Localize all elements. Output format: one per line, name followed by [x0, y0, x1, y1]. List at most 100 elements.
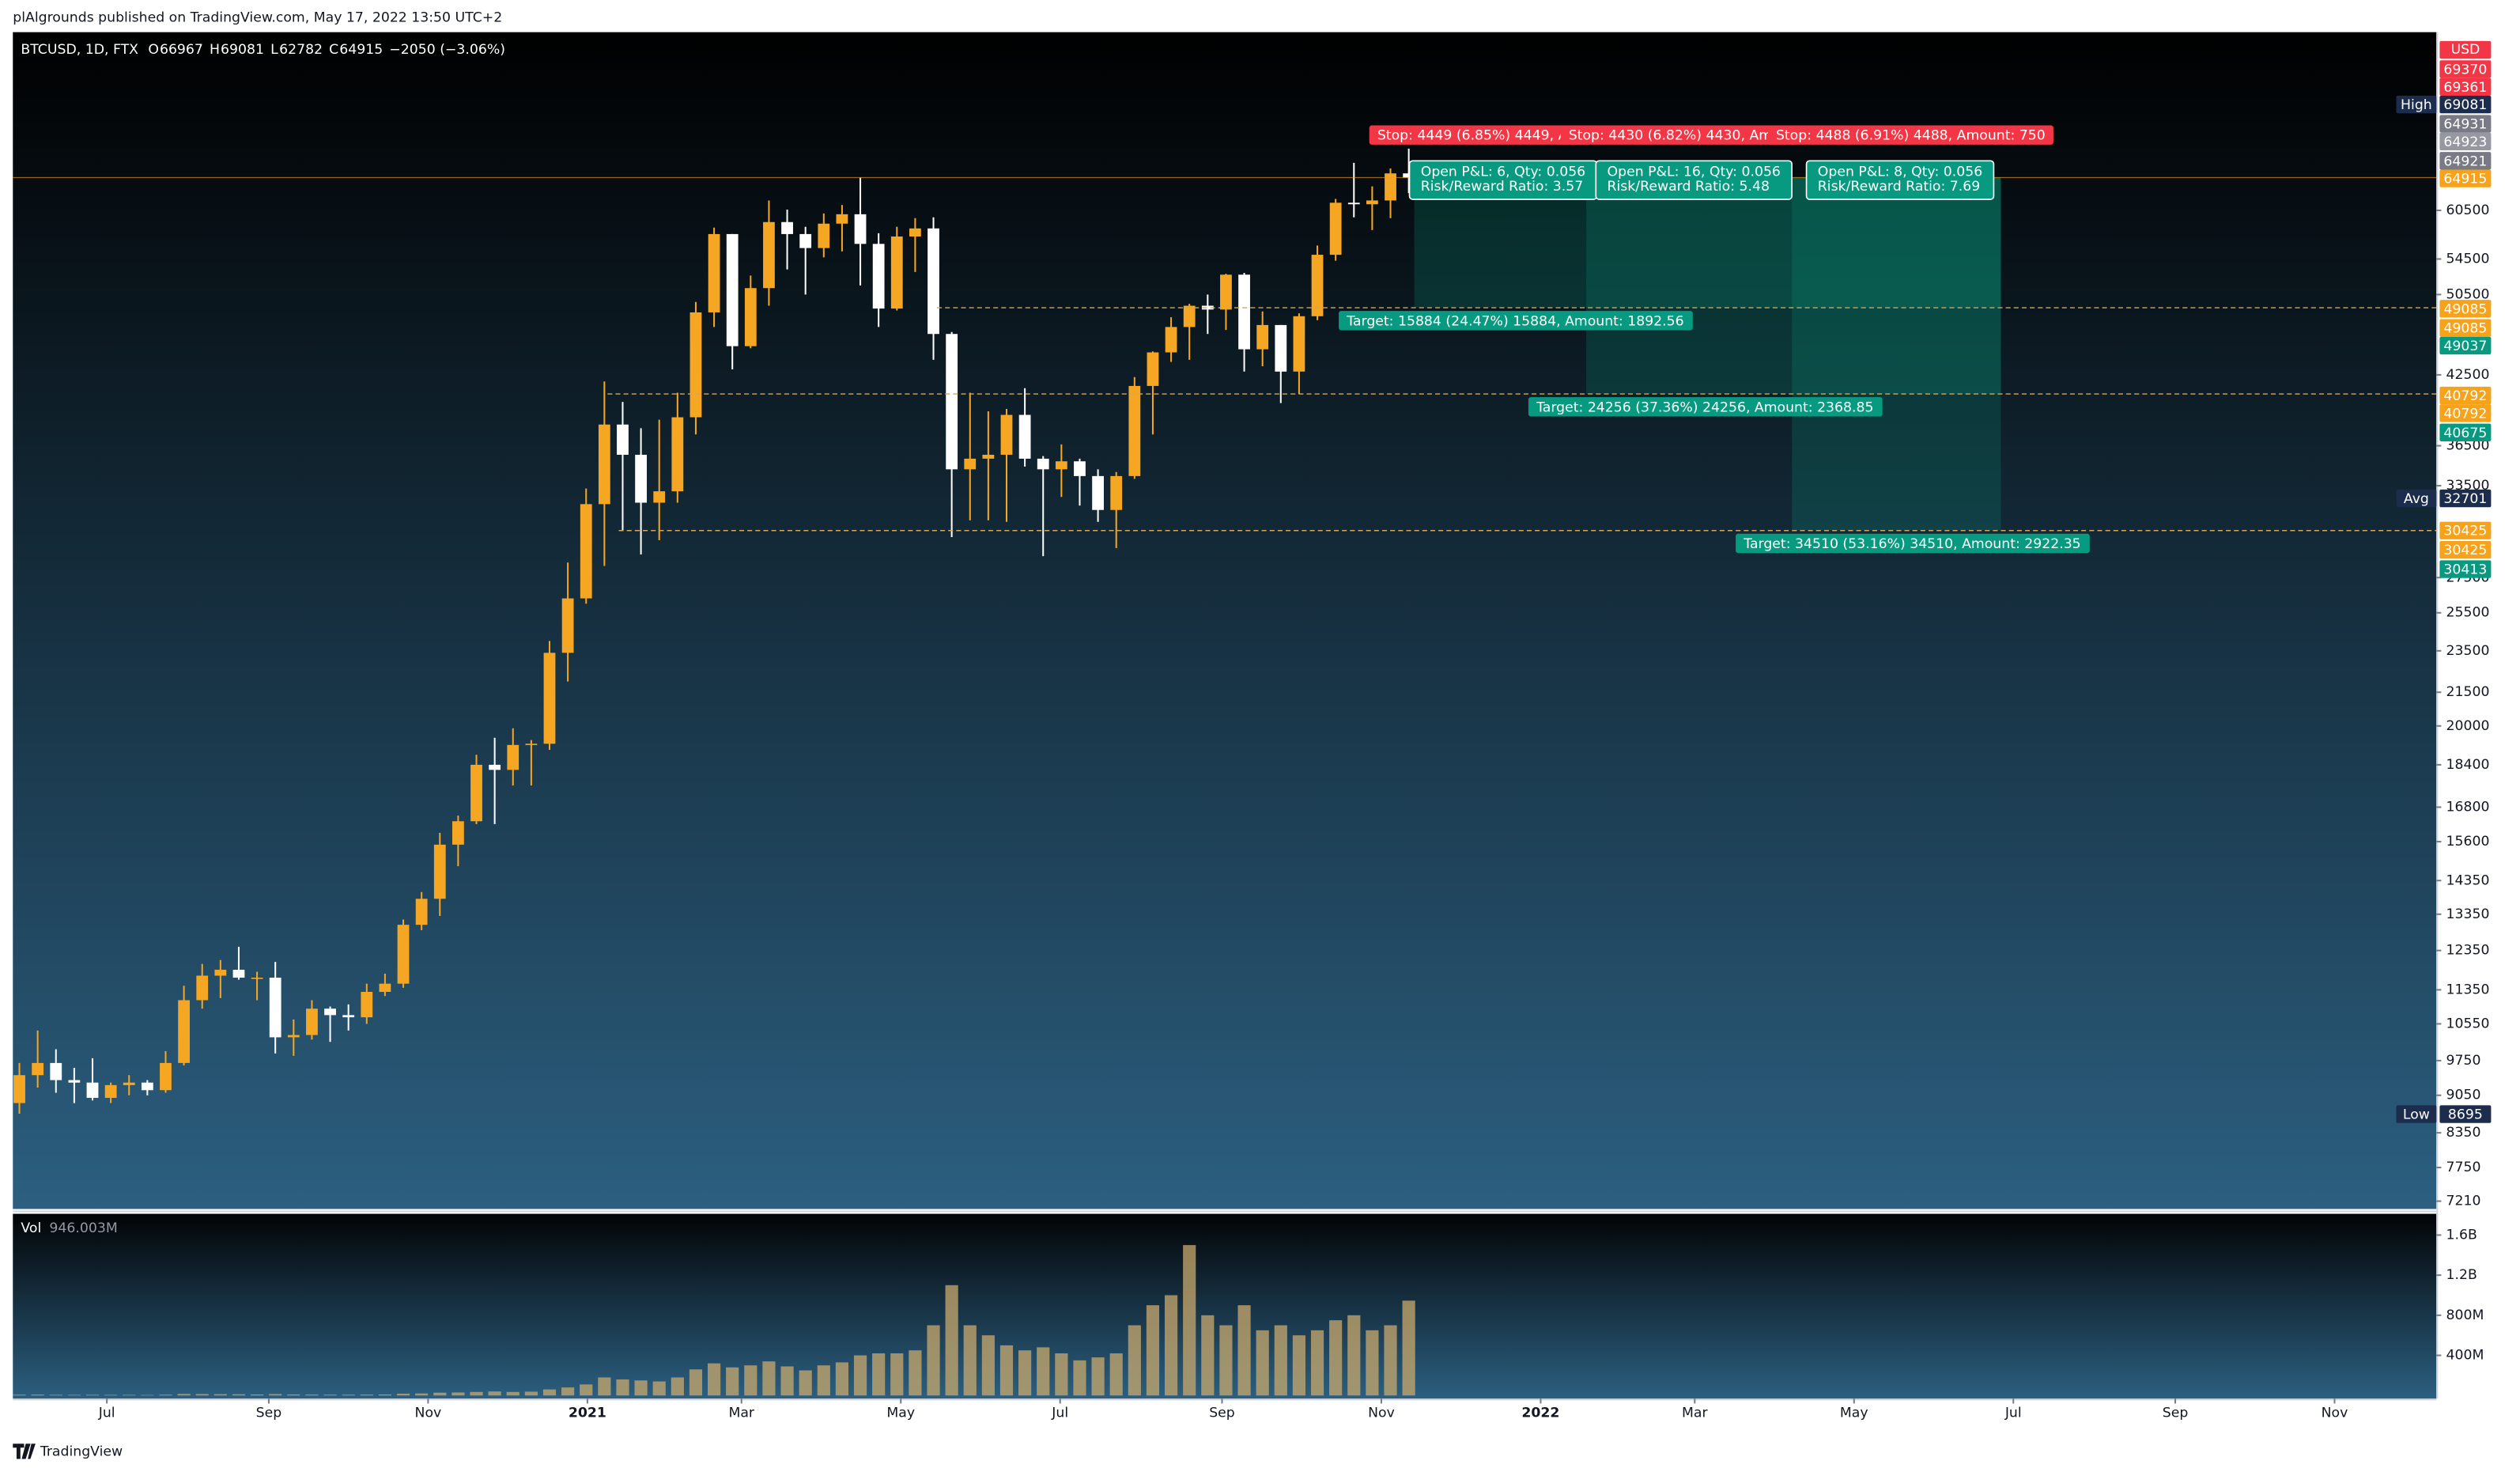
volume-bar: [1366, 1330, 1379, 1396]
stop-label-bg: [1369, 125, 1589, 145]
y-tick-label: 20000: [2446, 718, 2490, 734]
volume-bar: [999, 1345, 1014, 1396]
legend: BTCUSD, 1D, FTX Vol 946.003M O 66967 H 6908…: [21, 42, 505, 1236]
overlays: Stop: 4449 (6.85%) 4449, Am Open P&L: 6, …: [13, 125, 2437, 554]
price-badge: [2439, 540, 2492, 559]
y-tick-label: 36500: [2446, 438, 2490, 454]
x-tick-label: May: [1840, 1406, 1868, 1421]
volume-tick-label: 400M: [2446, 1348, 2484, 1364]
candle-body: [1220, 274, 1232, 310]
price-tag: [2396, 95, 2437, 114]
volume-bar: [488, 1391, 501, 1396]
volume-bar: [1183, 1245, 1196, 1396]
y-tick-label: 7210: [2446, 1194, 2481, 1209]
candle-body: [763, 221, 775, 289]
brand-name: TradingView: [40, 1444, 123, 1459]
candle-body: [361, 991, 373, 1018]
candle-body: [433, 844, 446, 899]
price-badge-label: 49037: [2443, 339, 2487, 354]
volume-bar: [598, 1377, 611, 1396]
candle-body: [1293, 316, 1305, 372]
currency: USD: [2450, 42, 2480, 58]
candle-body: [635, 454, 647, 503]
candle-body: [1055, 461, 1067, 470]
price-tag-label: Avg: [2404, 491, 2429, 507]
candle-body: [1018, 414, 1031, 459]
volume-bar: [177, 1394, 191, 1396]
ohlc-key: O: [148, 42, 159, 58]
volume-bar: [835, 1362, 849, 1396]
candle-body: [1275, 324, 1287, 372]
y-tick-label: 42500: [2446, 367, 2490, 383]
x-tick-label: Nov: [415, 1406, 442, 1421]
volume-bar: [123, 1394, 136, 1396]
stop-label-bg: [1560, 125, 1797, 145]
volume-bar: [542, 1389, 557, 1396]
candle-body: [690, 312, 702, 418]
volume-bar: [853, 1355, 867, 1396]
candle-body: [287, 1035, 300, 1038]
volume-bar: [396, 1393, 410, 1396]
candle-body: [214, 970, 227, 976]
volume-bar: [927, 1325, 940, 1396]
volume-bar: [1237, 1305, 1251, 1396]
volume-bar: [159, 1394, 172, 1396]
price-badge-label: 40792: [2443, 406, 2487, 422]
y-tick-label: 13350: [2446, 906, 2490, 922]
target-label-bg: [1339, 311, 1693, 331]
candle-body: [1165, 327, 1177, 353]
volume-bar: [1384, 1325, 1397, 1396]
volume-bar: [1256, 1330, 1269, 1396]
volume-bar: [872, 1353, 886, 1396]
published-note: plAlgrounds published on TradingView.com…: [13, 9, 502, 25]
pnl-label: Risk/Reward Ratio: 7.69: [1818, 179, 1980, 195]
volume-bar: [762, 1361, 776, 1396]
volume-tick-label: 1.6B: [2446, 1227, 2477, 1243]
candle-body: [1347, 202, 1360, 205]
volume-bar: [1310, 1330, 1324, 1396]
y-tick-label: 18400: [2446, 757, 2490, 773]
price-tag-label: High: [2401, 97, 2432, 113]
candle-body: [561, 598, 574, 653]
target-label: Target: 15884 (24.47%) 15884, Amount: 18…: [1346, 313, 1683, 329]
price-tag: [2396, 489, 2437, 508]
y-tick-label: 12350: [2446, 943, 2490, 959]
volume-bar: [1329, 1320, 1343, 1396]
candle-body: [1238, 274, 1250, 350]
candle-body: [1074, 461, 1086, 476]
candle-body: [306, 1008, 318, 1035]
volume-bar: [1402, 1300, 1415, 1396]
candle-body: [890, 236, 903, 309]
candle-body: [543, 653, 556, 744]
candle-body: [507, 744, 519, 770]
price-badge-label: 64923: [2443, 134, 2487, 150]
volume-bar: [323, 1394, 337, 1396]
ohlc-value: 66967: [160, 42, 203, 58]
volume-title: Vol: [21, 1220, 41, 1236]
price-badge: [2439, 1105, 2492, 1123]
candle-body: [104, 1084, 117, 1099]
volume-bar: [561, 1387, 575, 1396]
x-tick-label: Jul: [98, 1406, 115, 1421]
candle-body: [836, 214, 848, 224]
price-badge: [2439, 132, 2492, 151]
candle-body: [232, 970, 245, 978]
candle-body: [1000, 414, 1013, 455]
pnl-label: Open P&L: 8, Qty: 0.056: [1818, 164, 1982, 180]
brand: TradingView: [13, 1444, 123, 1459]
price-badge: [2439, 152, 2492, 170]
y-tick-label: 9750: [2446, 1053, 2481, 1069]
price-badge-label: 69081: [2443, 97, 2487, 113]
volume-bar: [744, 1365, 758, 1396]
y-tick-label: 50500: [2446, 286, 2490, 302]
candle-body: [598, 424, 610, 505]
volume-bar: [67, 1394, 81, 1396]
x-tick-label: Mar: [728, 1406, 754, 1421]
candle-body: [379, 983, 391, 992]
target-label: Target: 24256 (37.36%) 24256, Amount: 23…: [1536, 399, 1873, 415]
y-tick-label: 25500: [2446, 605, 2490, 621]
candle-body: [1403, 173, 1415, 178]
stop-label: Stop: 4430 (6.82%) 4430, Amou: [1569, 128, 1789, 144]
candle-body: [160, 1062, 172, 1091]
